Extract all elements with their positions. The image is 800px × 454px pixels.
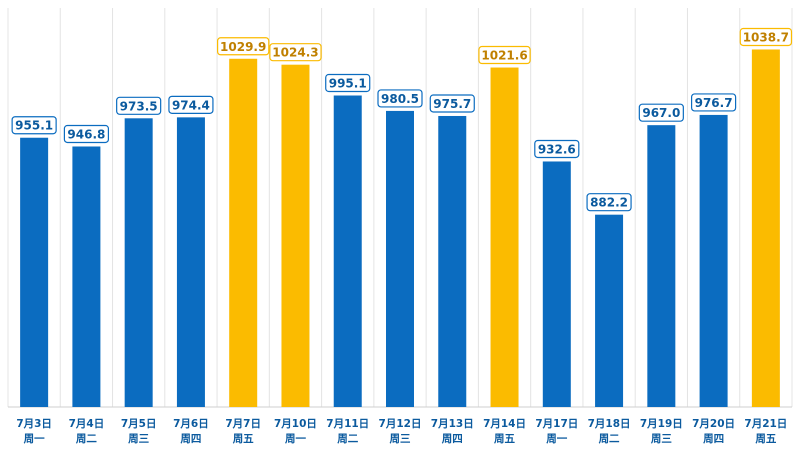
value-label-1: 955.1 (15, 119, 53, 133)
tick-label-weekday-1: 周一 (24, 433, 45, 445)
bar-11 (542, 161, 571, 407)
value-label-box-6 (269, 43, 322, 62)
tick-label-weekday-15: 周五 (755, 433, 776, 445)
bar-5 (229, 58, 258, 408)
value-label-box-10 (478, 45, 531, 65)
tick-label-weekday-6: 周一 (285, 433, 306, 445)
tick-label-date-14: 7月20日 (692, 418, 735, 430)
bar-3 (124, 118, 153, 408)
tick-label-date-8: 7月12日 (379, 418, 422, 430)
tick-label-weekday-7: 周二 (337, 433, 358, 445)
tick-label-date-4: 7月6日 (173, 418, 209, 430)
tick-label-date-12: 7月18日 (588, 418, 631, 430)
value-label-6: 1024.3 (272, 46, 318, 60)
bar-4 (176, 117, 205, 407)
value-label-12: 882.2 (590, 196, 628, 210)
tick-label-weekday-14: 周四 (703, 433, 724, 445)
value-label-15: 1038.7 (743, 30, 789, 44)
tick-label-weekday-2: 周二 (76, 433, 97, 445)
value-label-14: 976.7 (695, 96, 733, 110)
tick-label-date-11: 7月17日 (535, 418, 578, 430)
bar-12 (595, 214, 624, 407)
value-label-box-13 (638, 103, 684, 122)
value-label-box-12 (586, 193, 632, 212)
bar-9 (438, 115, 467, 407)
value-label-2: 946.8 (67, 127, 105, 141)
tick-label-weekday-9: 周四 (442, 433, 463, 445)
bar-14 (699, 114, 728, 407)
value-label-5: 1029.9 (220, 40, 266, 54)
value-label-box-11 (534, 139, 580, 159)
value-label-4: 974.4 (172, 98, 210, 112)
bar-13 (647, 125, 676, 408)
tick-label-weekday-4: 周四 (180, 433, 201, 445)
tick-label-weekday-3: 周三 (128, 433, 149, 445)
tick-label-date-2: 7月4日 (69, 418, 105, 430)
value-label-box-5 (217, 37, 270, 56)
value-label-box-2 (63, 124, 110, 144)
value-label-box-3 (116, 96, 162, 115)
tick-label-date-1: 7月3日 (16, 418, 52, 430)
bar-7 (333, 95, 362, 407)
bar-6 (281, 64, 310, 407)
value-label-box-1 (11, 116, 57, 135)
value-labels-group: 955.1 946.8 973.5 974.4 1029.9 1024.3 995.1 980… (11, 27, 793, 212)
value-label-7: 995.1 (329, 77, 367, 91)
bar-8 (386, 110, 414, 408)
value-label-box-9 (429, 94, 475, 113)
value-label-11: 932.6 (538, 142, 576, 156)
tick-label-weekday-10: 周五 (494, 433, 515, 445)
tick-label-weekday-12: 周二 (599, 433, 620, 445)
tick-label-date-13: 7月19日 (640, 418, 683, 430)
tick-label-weekday-13: 周三 (651, 433, 672, 445)
tick-label-date-6: 7月10日 (274, 418, 317, 430)
value-label-box-4 (168, 95, 214, 114)
tick-label-weekday-8: 周三 (390, 433, 411, 445)
value-label-box-15 (739, 27, 793, 47)
tick-label-weekday-5: 周五 (233, 433, 254, 445)
tick-label-date-7: 7月11日 (326, 418, 369, 430)
tick-label-date-5: 7月7日 (225, 418, 261, 430)
bar-2 (72, 146, 101, 407)
tick-label-weekday-11: 周一 (546, 433, 567, 445)
tick-label-date-10: 7月14日 (483, 418, 526, 430)
bar-15 (751, 49, 780, 407)
tick-label-date-15: 7月21日 (744, 418, 787, 430)
value-label-box-14 (690, 93, 737, 112)
value-label-3: 973.5 (120, 99, 158, 113)
value-label-13: 967.0 (642, 106, 680, 120)
tick-label-date-9: 7月13日 (431, 418, 474, 430)
value-label-box-8 (377, 89, 423, 108)
bar-1 (20, 137, 49, 407)
value-label-10: 1021.6 (481, 49, 527, 63)
bar-10 (490, 67, 519, 408)
value-label-9: 975.7 (433, 97, 471, 111)
tick-label-date-3: 7月5日 (121, 418, 157, 430)
value-label-box-7 (325, 73, 371, 93)
value-label-8: 980.5 (381, 92, 419, 106)
bars-group (20, 49, 780, 408)
